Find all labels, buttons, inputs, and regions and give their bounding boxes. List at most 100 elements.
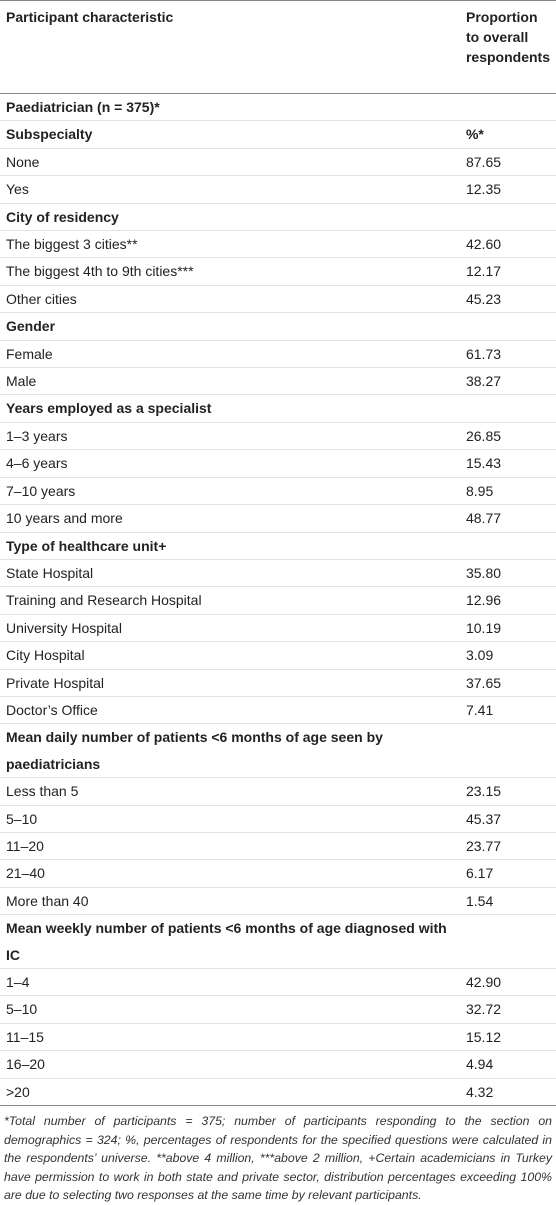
row-label: 11–20: [0, 832, 460, 861]
empty-cell: [459, 312, 556, 341]
row-label: Training and Research Hospital: [0, 586, 460, 615]
row-label: Male: [0, 367, 460, 396]
data-row: 11–15 15.12: [0, 1023, 556, 1052]
section-label: Years employed as a specialist: [0, 394, 460, 423]
footnote: *Total number of participants = 375; num…: [4, 1114, 552, 1203]
section-row: City of residency: [0, 203, 556, 232]
row-label: 5–10: [0, 995, 460, 1024]
section-row: Years employed as a specialist: [0, 394, 556, 423]
row-label: Private Hospital: [0, 669, 460, 697]
section-row: Type of healthcare unit+: [0, 532, 556, 560]
data-row: Other cities 45.23: [0, 285, 556, 314]
section-label: Type of healthcare unit+: [0, 532, 460, 560]
data-row: The biggest 4th to 9th cities*** 12.17: [0, 257, 556, 286]
row-value: 45.23: [459, 285, 556, 314]
empty-cell: [459, 723, 556, 779]
row-value: 6.17: [459, 859, 556, 888]
row-value: 4.32: [459, 1078, 556, 1107]
data-table: Participant characteristic Proportion to…: [0, 0, 556, 1107]
row-label: Female: [0, 340, 460, 369]
row-value: 1.54: [459, 887, 556, 916]
data-row: City Hospital 3.09: [0, 641, 556, 670]
row-value: %*: [459, 120, 556, 149]
section-row: Mean daily number of patients <6 months …: [0, 723, 556, 779]
data-row: >20 4.32: [0, 1078, 556, 1107]
row-label: The biggest 4th to 9th cities***: [0, 257, 460, 286]
section-row: Paediatrician (n = 375)*: [0, 93, 556, 122]
row-value: 15.43: [459, 449, 556, 478]
data-row: 5–10 45.37: [0, 805, 556, 833]
row-label: >20: [0, 1078, 460, 1107]
row-label: 21–40: [0, 859, 460, 888]
data-row: University Hospital 10.19: [0, 614, 556, 643]
data-row: 1–4 42.90: [0, 968, 556, 997]
row-value: 35.80: [459, 559, 556, 588]
section-row: Gender: [0, 312, 556, 341]
data-row: State Hospital 35.80: [0, 559, 556, 588]
empty-cell: [459, 203, 556, 232]
header-row: Participant characteristic Proportion to…: [0, 0, 556, 94]
row-label: 4–6 years: [0, 449, 460, 478]
data-row: 21–40 6.17: [0, 859, 556, 888]
data-row: Yes 12.35: [0, 175, 556, 204]
row-value: 37.65: [459, 669, 556, 697]
row-label: Less than 5: [0, 777, 460, 806]
empty-cell: [459, 93, 556, 122]
data-row: Doctor’s Office 7.41: [0, 696, 556, 725]
row-label: 1–3 years: [0, 422, 460, 451]
data-row: 7–10 years 8.95: [0, 477, 556, 506]
row-value: 12.35: [459, 175, 556, 204]
row-value: 87.65: [459, 148, 556, 177]
row-label: 11–15: [0, 1023, 460, 1052]
data-row: 5–10 32.72: [0, 995, 556, 1024]
row-label: More than 40: [0, 887, 460, 916]
section-label: Gender: [0, 312, 460, 341]
row-label: Other cities: [0, 285, 460, 314]
data-row: 16–20 4.94: [0, 1050, 556, 1079]
row-value: 8.95: [459, 477, 556, 506]
row-value: 32.72: [459, 995, 556, 1024]
section-row: Subspecialty %*: [0, 120, 556, 149]
section-label: City of residency: [0, 203, 460, 232]
data-row: Private Hospital 37.65: [0, 669, 556, 697]
column-header: Participant characteristic: [0, 0, 460, 94]
row-value: 12.96: [459, 586, 556, 615]
data-row: Female 61.73: [0, 340, 556, 369]
row-label: None: [0, 148, 460, 177]
data-row: 11–20 23.77: [0, 832, 556, 861]
row-value: 10.19: [459, 614, 556, 643]
section-row: Mean weekly number of patients <6 months…: [0, 914, 556, 969]
data-row: Male 38.27: [0, 367, 556, 396]
row-value: 42.60: [459, 230, 556, 259]
row-value: 38.27: [459, 367, 556, 396]
row-value: 23.15: [459, 777, 556, 806]
data-row: 10 years and more 48.77: [0, 504, 556, 533]
row-label: Doctor’s Office: [0, 696, 460, 725]
section-label: Mean daily number of patients <6 months …: [0, 723, 460, 779]
data-row: The biggest 3 cities** 42.60: [0, 230, 556, 259]
data-row: Less than 5 23.15: [0, 777, 556, 806]
row-value: 42.90: [459, 968, 556, 997]
row-label: City Hospital: [0, 641, 460, 670]
column-header: Proportion to overall respondents: [459, 0, 556, 94]
section-label: Mean weekly number of patients <6 months…: [0, 914, 460, 969]
empty-cell: [459, 394, 556, 423]
row-value: 7.41: [459, 696, 556, 725]
data-row: Training and Research Hospital 12.96: [0, 586, 556, 615]
data-row: None 87.65: [0, 148, 556, 177]
row-value: 61.73: [459, 340, 556, 369]
empty-cell: [459, 532, 556, 560]
row-label: State Hospital: [0, 559, 460, 588]
data-row: More than 40 1.54: [0, 887, 556, 916]
row-value: 15.12: [459, 1023, 556, 1052]
row-label: 16–20: [0, 1050, 460, 1079]
data-row: 1–3 years 26.85: [0, 422, 556, 451]
row-value: 23.77: [459, 832, 556, 861]
row-value: 26.85: [459, 422, 556, 451]
row-label: Yes: [0, 175, 460, 204]
table-header: Participant characteristic Proportion to…: [0, 0, 556, 94]
table-body: Paediatrician (n = 375)* Subspecialty %* No…: [0, 93, 556, 1107]
section-label: Paediatrician (n = 375)*: [0, 93, 460, 122]
row-value: 45.37: [459, 805, 556, 833]
